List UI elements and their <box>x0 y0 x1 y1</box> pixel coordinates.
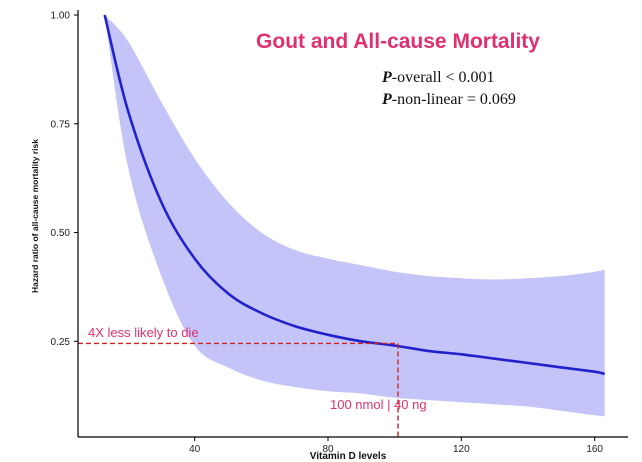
x-axis-label: Vitamin D levels <box>310 451 387 462</box>
chart-title: Gout and All-cause Mortality <box>256 30 540 53</box>
p-overall-stat: P-overall < 0.001 <box>381 69 495 86</box>
p-nonlinear-text: -non-linear = 0.069 <box>392 91 516 108</box>
y-tick-label: 0.25 <box>51 337 71 348</box>
axes-layer <box>77 10 628 438</box>
annotation-less-likely: 4X less likely to die <box>88 325 199 340</box>
hazard-ratio-line <box>103 14 605 376</box>
y-axis-label: Hazard ratio of all-cause mortality risk <box>30 139 40 293</box>
x-tick-label: 80 <box>322 444 334 455</box>
p-overall-text: -overall < 0.001 <box>392 69 495 86</box>
reference-lines-layer <box>78 342 399 437</box>
x-tick-label: 120 <box>453 444 470 455</box>
annotation-vitamin-d-threshold: 100 nmol | 40 ng <box>330 397 427 412</box>
p-nonlinear-stat: P-non-linear = 0.069 <box>381 91 516 108</box>
p-nonlinear-prefix: P <box>381 91 392 108</box>
x-tick-label: 160 <box>586 444 603 455</box>
y-tick-label: 0.50 <box>51 228 71 239</box>
hazard-curve-layer <box>103 14 605 376</box>
confidence-band-layer <box>104 15 605 417</box>
ticks-layer: 40 80 120 160 0.25 0.50 0.75 1.00 <box>51 11 604 456</box>
y-tick-label: 1.00 <box>51 11 71 22</box>
confidence-band <box>104 15 605 417</box>
y-tick-label: 0.75 <box>51 119 71 130</box>
x-tick-label: 40 <box>189 444 201 455</box>
p-overall-prefix: P <box>381 69 392 86</box>
